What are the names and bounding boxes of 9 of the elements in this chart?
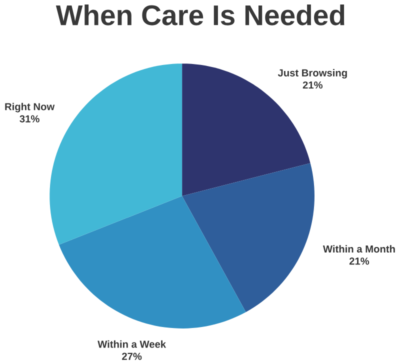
- slice-label: Just Browsing: [278, 68, 347, 78]
- data-label: 31%: [20, 115, 40, 122]
- slice-label: Right Now: [5, 102, 55, 112]
- slice-label: Within a Month: [322, 244, 395, 252]
- chart-title: When Care Is Needed: [56, 4, 344, 26]
- data-label: 27%: [122, 352, 142, 360]
- slice-label: Within a Week: [98, 340, 166, 348]
- data-label: 21%: [302, 81, 323, 88]
- data-label: 21%: [349, 257, 370, 264]
